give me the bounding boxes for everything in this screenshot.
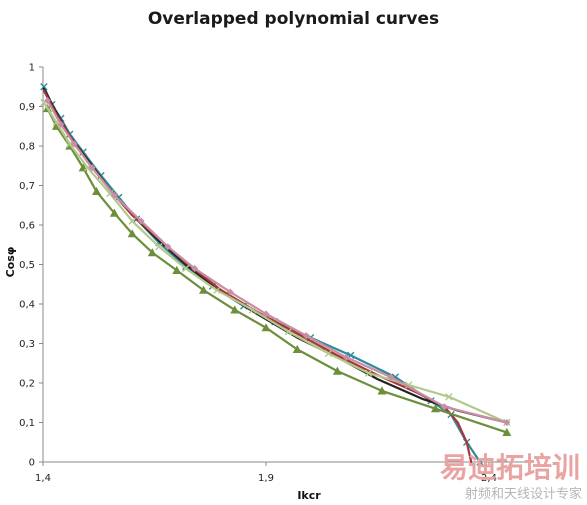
- y-tick-label: 0,6: [19, 221, 35, 232]
- y-axis-ticks: 0 0,1 0,2 0,3 0,4 0,5 0,6 0,7 0,8 0,9 1: [19, 63, 43, 469]
- chart-axes: [42, 67, 528, 463]
- series-line: [42, 101, 508, 424]
- watermark-line1: 易迪拓培训: [440, 451, 580, 484]
- data-point: [261, 323, 271, 332]
- data-point: [213, 286, 221, 294]
- series-3: [42, 89, 473, 464]
- y-tick-label: 0,8: [19, 142, 35, 153]
- y-tick-label: 0,4: [19, 300, 35, 311]
- data-point: [164, 243, 172, 251]
- x-tick-label: 1,9: [258, 473, 274, 484]
- data-point: [226, 288, 234, 296]
- data-point: [40, 83, 48, 91]
- series-6: [43, 97, 511, 426]
- y-tick-label: 0,2: [19, 379, 35, 390]
- data-point: [445, 393, 453, 401]
- chart-title: Overlapped polynomial curves: [147, 9, 440, 29]
- data-point: [332, 366, 342, 375]
- data-point: [377, 386, 387, 395]
- series-4: [42, 103, 512, 436]
- data-point: [262, 310, 270, 318]
- data-point: [128, 217, 136, 225]
- data-point: [430, 404, 440, 413]
- data-point: [172, 265, 182, 275]
- data-point: [284, 327, 292, 336]
- data-point: [110, 191, 118, 199]
- data-point: [387, 373, 395, 381]
- y-tick-label: 0,1: [19, 418, 35, 429]
- data-point: [70, 140, 78, 148]
- data-point: [440, 403, 448, 411]
- watermark: 易迪拓培训 射频和天线设计专家: [440, 451, 582, 502]
- data-point: [476, 458, 484, 466]
- y-tick-label: 0,3: [19, 339, 35, 350]
- y-tick-label: 1: [29, 63, 35, 74]
- series-line: [46, 107, 508, 434]
- x-axis-label: Ikcr: [297, 489, 321, 502]
- data-point: [147, 248, 157, 257]
- data-point: [57, 120, 65, 128]
- data-point: [324, 349, 333, 358]
- series-line: [46, 99, 508, 424]
- data-point: [92, 186, 102, 196]
- data-point: [137, 217, 145, 225]
- data-point: [230, 305, 240, 314]
- watermark-line2: 射频和天线设计专家: [465, 486, 582, 502]
- data-point: [109, 208, 119, 217]
- data-point: [88, 164, 96, 172]
- data-point: [292, 344, 302, 354]
- data-point: [364, 369, 373, 377]
- data-point: [302, 332, 310, 340]
- y-tick-label: 0,5: [19, 260, 35, 271]
- x-axis-ticks: 1,4 1,9 2,4: [35, 462, 497, 484]
- y-tick-label: 0: [29, 458, 35, 469]
- data-point: [155, 243, 163, 251]
- data-point: [43, 97, 51, 105]
- data-point: [342, 353, 350, 361]
- data-point: [127, 229, 137, 238]
- series-line: [42, 87, 508, 424]
- y-tick-label: 0,7: [19, 181, 35, 192]
- series-5: [40, 98, 511, 427]
- series-1: [40, 83, 484, 466]
- y-axis-label: Cosφ: [4, 247, 17, 278]
- series-layer: [40, 83, 512, 466]
- data-point: [503, 419, 511, 426]
- y-tick-label: 0,9: [19, 102, 35, 113]
- x-tick-label: 1,4: [35, 473, 51, 484]
- data-point: [199, 285, 209, 294]
- data-point: [182, 264, 190, 273]
- data-point: [502, 427, 512, 436]
- data-point: [191, 264, 199, 272]
- series-line: [42, 85, 482, 464]
- x-tick-label: 2,4: [481, 473, 497, 484]
- series-2: [42, 87, 508, 424]
- series-line: [42, 89, 473, 464]
